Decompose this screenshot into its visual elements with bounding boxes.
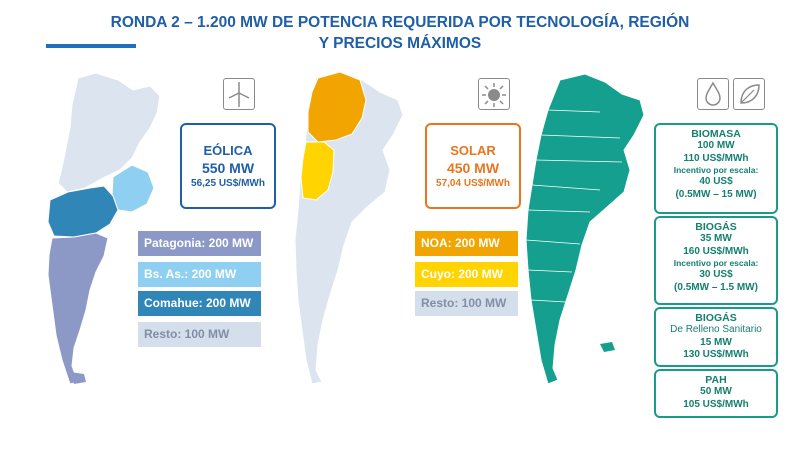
biogas-box: BIOGÁS 35 MW 160 US$/MWh Incentivo por e… [654,216,778,305]
map-solar-noa [307,71,367,143]
title-line-2: Y PRECIOS MÁXIMOS [318,35,482,52]
solar-bar-noa: NOA: 200 MW [415,231,518,256]
map-eolica-north [57,72,161,193]
page-title: RONDA 2 – 1.200 MW DE POTENCIA REQUERIDA… [60,12,740,54]
biogas-relleno-title: BIOGÁS [695,312,737,324]
biomasa-box: BIOMASA 100 MW 110 US$/MWh Incentivo por… [654,123,778,214]
map-eolica-bsas [111,164,155,213]
biomasa-range: (0.5MW – 15 MW) [675,188,757,200]
solar-bar-cuyo: Cuyo: 200 MW [415,262,518,287]
biogas-relleno-box: BIOGÁS De Relleno Sanitario 15 MW 130 US… [654,307,778,367]
pah-box: PAH 50 MW 105 US$/MWh [654,369,778,418]
biogas-incentive-label: Incentivo por escala: [673,258,759,268]
biogas-title: BIOGÁS [695,221,737,233]
map-solar-cuyo [300,141,335,201]
eolica-bar-bsas: Bs. As.: 200 MW [138,262,261,287]
map-others [525,73,645,385]
map-others-malvinas [600,342,615,352]
biogas-relleno-mw: 15 MW [700,336,732,348]
eolica-bar-resto: Resto: 100 MW [138,322,261,347]
title-accent-bar [46,44,136,48]
map-eolica-comahue [47,185,119,238]
biogas-relleno-subtitle: De Relleno Sanitario [670,324,762,335]
sun-icon [478,78,510,110]
eolica-title: EÓLICA [203,143,253,158]
wind-turbine-icon [223,78,255,110]
biogas-relleno-price: 130 US$/MWh [683,349,749,360]
biomasa-mw: 100 MW [697,140,735,151]
map-eolica-tierra-del-fuego [70,372,86,384]
pah-mw: 50 MW [700,386,732,397]
eolica-bar-comahue: Comahue: 200 MW [138,291,261,316]
solar-bar-resto: Resto: 100 MW [415,291,518,316]
map-others-country [525,73,645,385]
eolica-summary-box: EÓLICA 550 MW 56,25 US$/MWh [180,123,276,209]
leaf-icon [733,78,765,110]
biomasa-incentive-value: 40 US$ [699,176,733,187]
map-solar [294,71,404,385]
biogas-mw: 35 MW [700,233,732,244]
title-line-1: RONDA 2 – 1.200 MW DE POTENCIA REQUERIDA… [110,14,690,31]
biogas-incentive-value: 30 US$ [699,269,733,280]
biomasa-incentive-label: Incentivo por escala: [673,165,759,175]
solar-summary-box: SOLAR 450 MW 57,04 US$/MWh [425,123,521,209]
biogas-range: (0.5MW – 1.5 MW) [674,281,758,293]
solar-title: SOLAR [450,143,496,158]
eolica-mw: 550 MW [201,160,255,176]
eolica-bar-patagonia: Patagonia: 200 MW [138,231,261,256]
pah-price: 105 US$/MWh [683,398,749,410]
pah-title: PAH [705,374,727,386]
water-drop-icon [697,78,729,110]
biomasa-price: 110 US$/MWh [683,152,749,164]
biomasa-title: BIOMASA [691,128,741,140]
eolica-price: 56,25 US$/MWh [191,178,265,189]
solar-price: 57,04 US$/MWh [436,178,510,189]
biogas-price: 160 US$/MWh [683,245,749,257]
map-eolica-patagonia [47,232,109,385]
solar-mw: 450 MW [446,160,500,176]
map-others-province-lines [525,109,623,303]
map-eolica [47,72,161,385]
